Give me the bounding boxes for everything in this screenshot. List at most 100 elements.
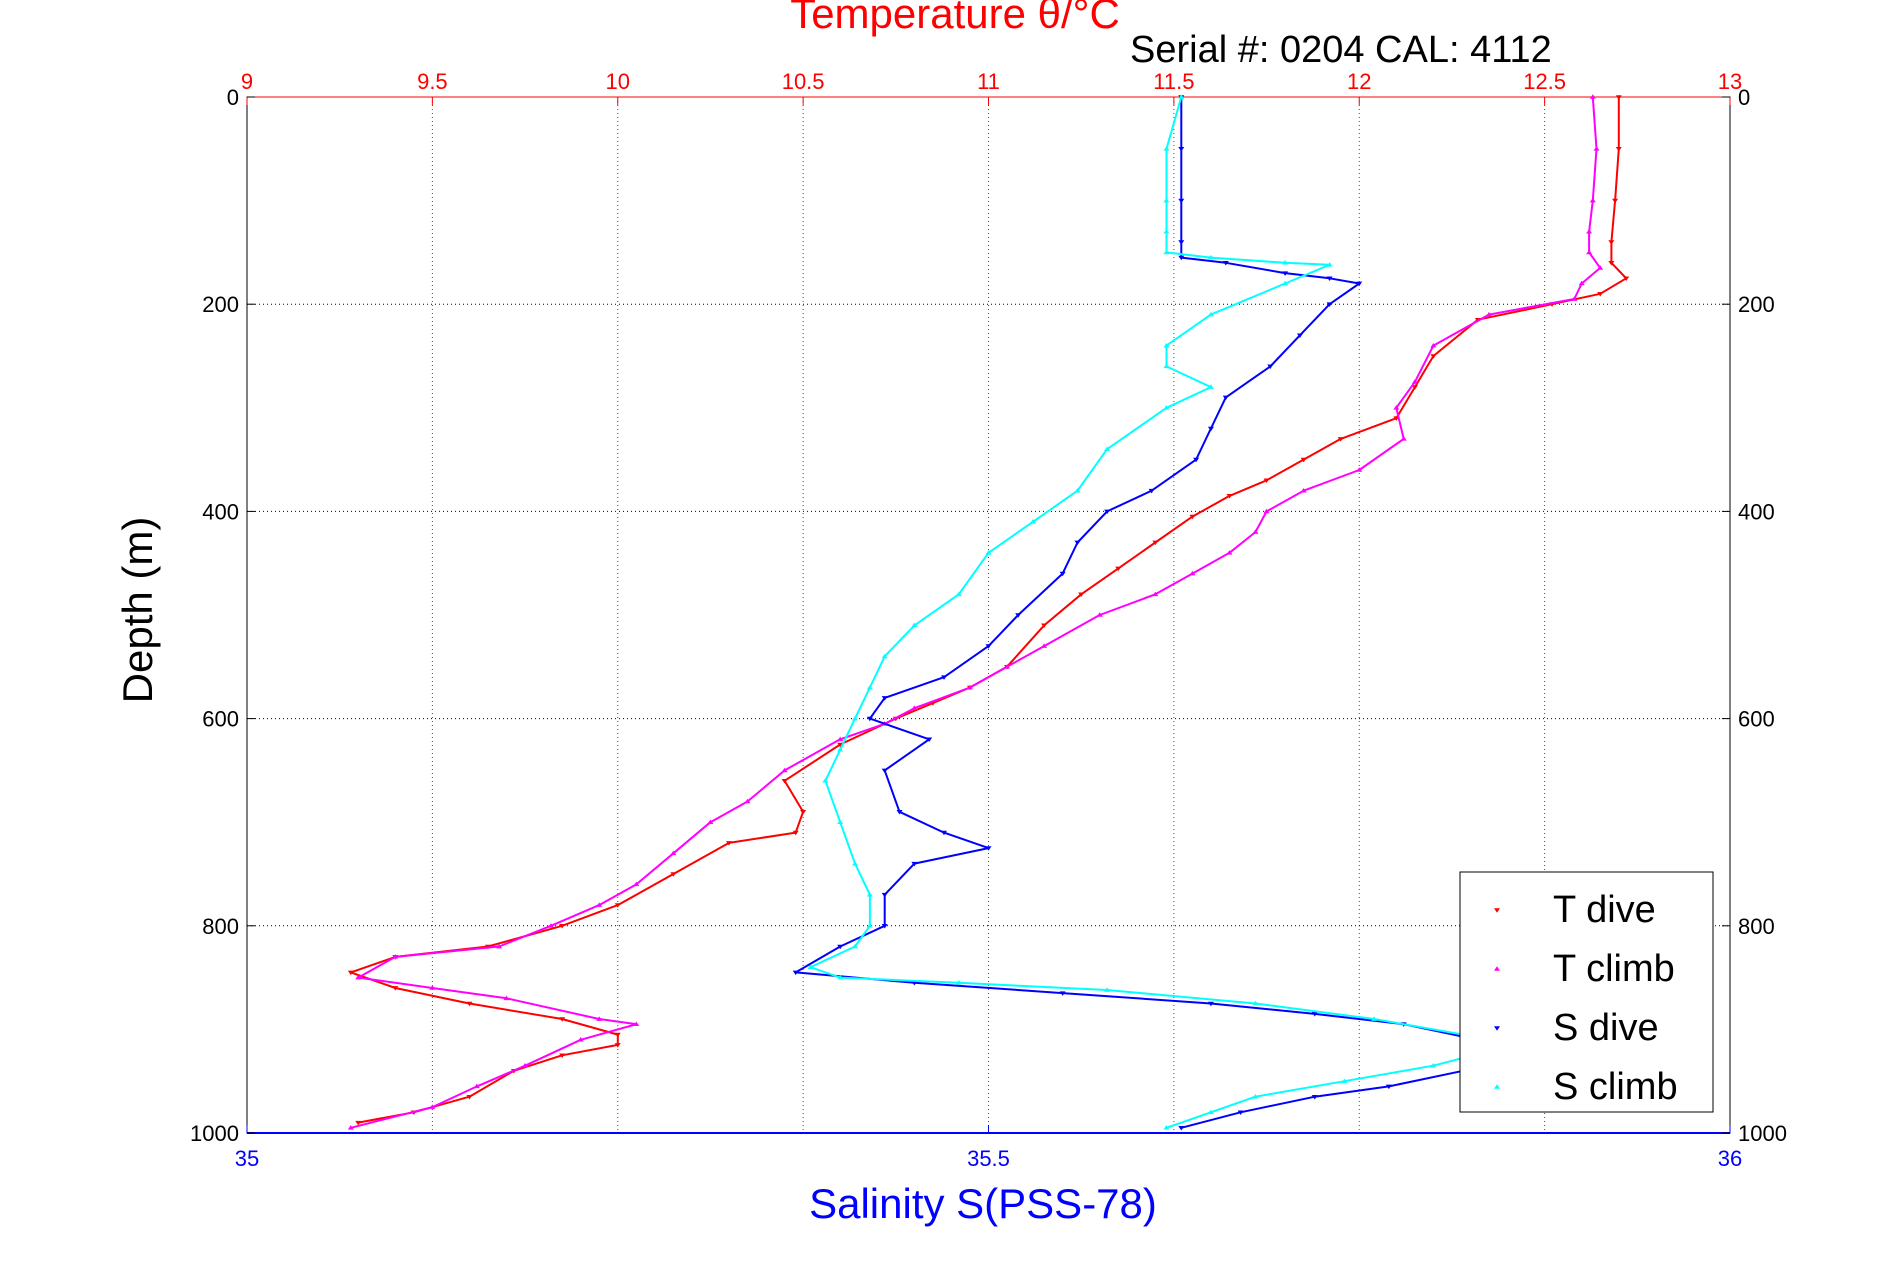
data-point bbox=[1189, 514, 1196, 520]
right-tick-label: 400 bbox=[1738, 499, 1775, 524]
data-point bbox=[1393, 405, 1400, 410]
data-point bbox=[941, 830, 948, 836]
data-point bbox=[1371, 1016, 1378, 1021]
data-point bbox=[1148, 488, 1155, 494]
data-point bbox=[1189, 570, 1196, 576]
data-point bbox=[1486, 311, 1493, 317]
data-point bbox=[1163, 197, 1170, 203]
data-point bbox=[429, 1104, 436, 1109]
data-point bbox=[1311, 1012, 1318, 1017]
data-point bbox=[837, 736, 844, 742]
data-point bbox=[429, 985, 436, 990]
data-point bbox=[355, 974, 362, 980]
data-point bbox=[1207, 254, 1214, 260]
data-point bbox=[1178, 94, 1185, 99]
data-point bbox=[670, 850, 677, 856]
data-point bbox=[1163, 146, 1170, 151]
data-point bbox=[1252, 1094, 1259, 1099]
data-point bbox=[985, 550, 992, 555]
data-point bbox=[1104, 509, 1111, 515]
left-axis-ticks: 0 200 400 600 800 1000 bbox=[190, 85, 255, 1146]
data-point bbox=[1115, 566, 1122, 572]
data-point bbox=[1586, 228, 1593, 234]
data-point bbox=[1226, 494, 1233, 499]
series-s-climb bbox=[807, 94, 1496, 1130]
top-tick-label: 12.5 bbox=[1523, 69, 1566, 94]
data-point bbox=[911, 705, 918, 711]
data-point bbox=[911, 622, 918, 628]
data-point bbox=[1356, 281, 1363, 287]
left-tick-label: 0 bbox=[227, 85, 239, 110]
data-point bbox=[1096, 612, 1103, 617]
data-point bbox=[837, 746, 844, 752]
data-point bbox=[1430, 354, 1437, 359]
bottom-tick-label: 36 bbox=[1718, 1146, 1742, 1171]
data-point bbox=[1282, 271, 1289, 276]
data-point bbox=[985, 644, 992, 649]
data-point bbox=[1608, 260, 1615, 266]
right-axis-ticks: 0 200 400 600 800 1000 bbox=[1722, 85, 1787, 1146]
data-point bbox=[1193, 457, 1200, 463]
data-point bbox=[1041, 643, 1048, 648]
data-point bbox=[548, 923, 555, 928]
data-point bbox=[1163, 405, 1170, 410]
data-point bbox=[1207, 1109, 1214, 1115]
data-point bbox=[466, 1001, 473, 1007]
data-point bbox=[1341, 1078, 1348, 1083]
data-point bbox=[881, 892, 888, 898]
data-point bbox=[1300, 487, 1307, 493]
series-s-dive bbox=[792, 95, 1511, 1131]
data-point bbox=[633, 1021, 640, 1027]
data-point bbox=[392, 986, 399, 991]
data-point bbox=[1163, 1125, 1170, 1130]
data-point bbox=[1411, 385, 1418, 390]
data-point bbox=[1207, 311, 1214, 317]
data-point bbox=[837, 974, 844, 980]
serial-cal-label: Serial #: 0204 CAL: 4112 bbox=[1130, 29, 1552, 71]
data-point bbox=[1326, 262, 1333, 267]
data-point bbox=[473, 1083, 480, 1089]
data-point bbox=[881, 653, 888, 659]
right-tick-label: 1000 bbox=[1738, 1121, 1787, 1146]
data-point bbox=[1578, 280, 1585, 286]
data-point bbox=[781, 778, 788, 784]
data-point bbox=[1059, 571, 1066, 577]
data-point bbox=[1163, 249, 1170, 255]
data-point bbox=[1074, 540, 1081, 546]
grid-lines bbox=[247, 97, 1730, 1133]
data-point bbox=[559, 924, 566, 929]
data-point bbox=[1385, 1084, 1392, 1090]
legend-marker bbox=[1494, 1026, 1500, 1031]
data-point bbox=[1411, 379, 1418, 384]
data-point bbox=[1612, 198, 1619, 204]
data-point bbox=[1178, 198, 1185, 204]
data-point bbox=[1178, 255, 1185, 261]
left-tick-label: 800 bbox=[202, 914, 239, 939]
data-point bbox=[347, 970, 354, 976]
data-point bbox=[1178, 147, 1185, 152]
data-point bbox=[1593, 146, 1600, 151]
data-point bbox=[522, 1062, 529, 1068]
top-tick-label: 9.5 bbox=[417, 69, 448, 94]
data-point bbox=[1430, 1062, 1437, 1068]
left-tick-label: 1000 bbox=[190, 1121, 239, 1146]
data-point bbox=[1163, 228, 1170, 234]
data-point bbox=[837, 819, 844, 824]
series-trace bbox=[794, 97, 1509, 1129]
data-point bbox=[614, 1032, 621, 1038]
data-point bbox=[837, 742, 844, 748]
data-point bbox=[466, 1094, 473, 1100]
data-point bbox=[866, 923, 873, 928]
data-point bbox=[866, 716, 873, 722]
data-point bbox=[1282, 260, 1289, 265]
data-point bbox=[955, 980, 962, 985]
data-point bbox=[1004, 664, 1011, 669]
data-point bbox=[596, 902, 603, 907]
data-point bbox=[1029, 519, 1036, 524]
data-point bbox=[941, 675, 948, 680]
left-tick-label: 200 bbox=[202, 292, 239, 317]
data-point bbox=[1041, 623, 1048, 629]
data-point bbox=[559, 1053, 566, 1058]
data-point bbox=[1152, 591, 1159, 597]
data-point bbox=[822, 778, 829, 783]
